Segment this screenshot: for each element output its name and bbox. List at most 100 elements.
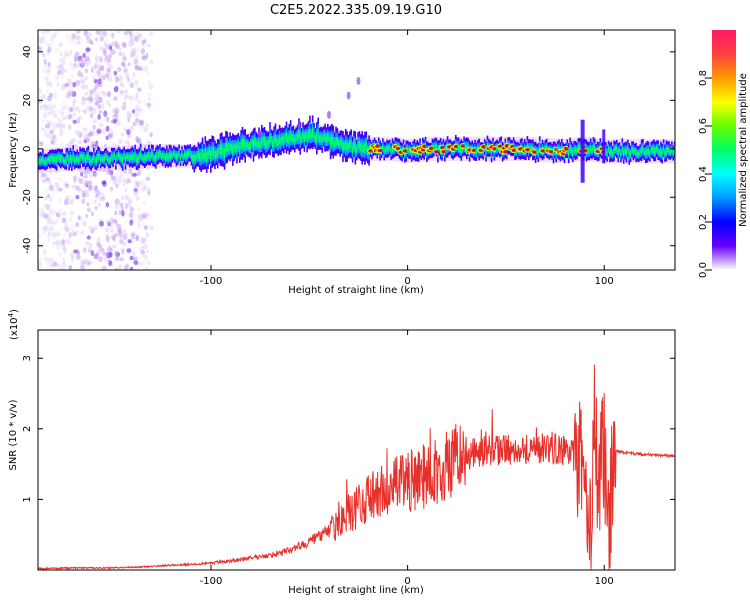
spectrogram-haze-point xyxy=(38,262,42,269)
spectrogram-haze-point xyxy=(107,58,112,63)
spectrogram-haze-point xyxy=(106,169,111,175)
spectrogram-haze-point xyxy=(46,218,52,225)
spectrogram-ridge-inner xyxy=(344,140,347,151)
spectrogram-haze-point xyxy=(42,57,46,62)
spectrogram-haze-point xyxy=(62,82,68,88)
spectrogram-haze-point xyxy=(117,66,122,72)
spectrogram-haze-point xyxy=(139,66,143,71)
spectrogram-ridge-inner xyxy=(282,136,285,145)
spectrogram-haze-point xyxy=(46,30,51,34)
spectrogram-ridge-inner xyxy=(304,131,307,139)
spectrogram-haze-point xyxy=(52,32,58,38)
spectrogram-haze-point xyxy=(123,68,128,73)
spectrogram-haze-point xyxy=(94,55,100,62)
spectrogram-haze-point xyxy=(65,227,71,232)
spectrogram-frame xyxy=(37,29,676,271)
spectrogram-haze-point xyxy=(97,244,103,249)
spectrogram-haze-point xyxy=(113,96,117,101)
spectrogram-haze-point xyxy=(88,183,93,190)
spectrogram-haze-point xyxy=(71,90,77,97)
spectrogram-ridge-inner xyxy=(459,147,461,153)
spectrogram-haze-point xyxy=(134,79,139,86)
spectrogram-ridge-inner xyxy=(260,136,263,147)
spectrogram-haze-point xyxy=(61,241,66,247)
spectrogram-haze-point xyxy=(100,247,105,252)
spectrogram-ridge-inner xyxy=(167,155,169,162)
spectrogram-haze-point xyxy=(133,32,139,39)
spectrogram-haze-point xyxy=(53,93,58,100)
spectrogram-haze-point xyxy=(105,125,110,132)
spectrogram-haze-point xyxy=(120,52,126,57)
spectrogram-haze-point xyxy=(108,259,113,266)
spectrogram-haze-point xyxy=(104,73,109,78)
spectrogram-ridge-peak xyxy=(396,147,402,151)
spectrogram-ridge-inner xyxy=(653,147,655,154)
spectrogram-haze-point xyxy=(41,93,47,100)
spectrogram-haze-point xyxy=(114,232,119,237)
spectrogram-haze-point xyxy=(46,42,50,47)
spectrogram-haze-point xyxy=(82,220,88,227)
spectrogram-ridge-peak xyxy=(532,150,538,154)
spectrogram-ridge-inner xyxy=(95,157,98,164)
spectrogram-haze-point xyxy=(115,76,120,83)
spectrogram-ridge-inner xyxy=(75,157,77,163)
spectrogram-haze-point xyxy=(112,180,118,185)
spectrogram-haze-point xyxy=(47,61,51,68)
snr-y-tick-label: 2 xyxy=(22,426,33,432)
spectrogram-haze-point xyxy=(56,182,61,189)
spectrogram-ridge-inner xyxy=(617,149,619,156)
spectrogram-haze-point xyxy=(55,76,60,82)
spectrogram-haze-point xyxy=(103,50,107,57)
spectrogram-haze-point xyxy=(45,177,50,182)
spectrogram-haze-point xyxy=(48,197,53,203)
colorbar-tick-label: 0.4 xyxy=(698,166,709,182)
spectrogram-ridge-inner xyxy=(658,150,661,156)
spectrogram-ridge-inner xyxy=(350,139,353,149)
spectrogram-haze-point xyxy=(68,125,72,130)
spectrogram-haze-point xyxy=(131,172,137,177)
spectrogram-ridge-inner xyxy=(243,139,245,148)
spectrogram-haze-point xyxy=(38,37,43,43)
spectrogram-ridge-inner xyxy=(485,148,487,155)
spectrogram-ridge-inner xyxy=(49,156,51,163)
spectrogram-ridge-inner xyxy=(325,135,328,143)
spectrogram-ridge-inner xyxy=(73,157,76,163)
spectrogram-haze-point xyxy=(125,263,129,270)
spectrogram-ridge-inner xyxy=(245,141,248,148)
spectrogram-ridge-inner xyxy=(93,154,95,160)
spectrogram-haze-point xyxy=(106,252,112,259)
spectrogram-haze-point xyxy=(46,213,52,221)
spectrogram-ridge-inner xyxy=(204,147,207,158)
spectrogram-ridge-peak xyxy=(368,149,374,153)
spectrogram-haze-point xyxy=(101,103,105,110)
spectrogram-ridge-inner xyxy=(600,148,603,154)
spectrogram-haze-point xyxy=(85,213,89,219)
spectrogram-ridge-inner xyxy=(471,146,474,153)
spectrogram-haze-point xyxy=(47,67,51,72)
spectrogram-haze-point xyxy=(121,210,125,217)
spectrogram-haze-point xyxy=(78,115,83,120)
spectrogram-ridge-inner xyxy=(39,158,41,164)
spectrogram-haze-point xyxy=(143,225,148,230)
spectrogram-haze-point xyxy=(69,265,73,270)
spectrogram-haze-point xyxy=(99,122,104,128)
spectrogram-haze-point xyxy=(78,132,82,139)
spectrogram-ridge-inner xyxy=(592,144,595,151)
spectrogram-haze-point xyxy=(70,72,74,79)
spectrogram-ridge-inner xyxy=(80,153,83,159)
spectrogram-haze-point xyxy=(135,92,139,98)
spectrogram-haze-point xyxy=(69,86,74,91)
spectrogram-haze-point xyxy=(110,41,116,47)
spectrogram-haze-point xyxy=(69,113,75,118)
spectrogram-haze-point xyxy=(61,239,66,245)
spectrogram-haze-point xyxy=(64,83,69,88)
spectrogram-haze-point xyxy=(44,188,49,194)
spectrogram-haze-point xyxy=(45,119,50,127)
spectrogram-haze-point xyxy=(45,80,51,87)
spectrogram-ridge-inner xyxy=(138,154,141,161)
spectrogram-ridge-inner xyxy=(163,152,165,158)
spectrogram-ridge-inner xyxy=(252,140,255,151)
spectrogram-ridge-inner xyxy=(635,149,637,156)
spectrogram-haze-point xyxy=(67,124,71,130)
spectrogram-ridge-inner xyxy=(457,144,460,151)
